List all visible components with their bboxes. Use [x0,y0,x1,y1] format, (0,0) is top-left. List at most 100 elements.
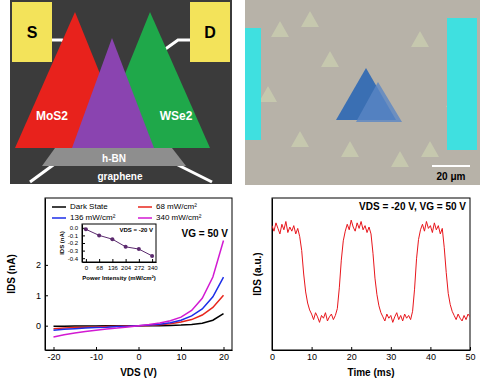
tick-label: -0.1 [68,233,79,239]
data-point [97,233,101,237]
tick-label: -0.2 [68,240,79,246]
hbn-layer [42,148,186,166]
tick-label: 10 [176,352,186,362]
axis-line [272,199,273,351]
chart: 01020304050Time (ms)IDS (a.u.)VDS = -20 … [252,198,476,378]
annotation: VDS = -20 V [119,227,153,233]
tick-label: -0.3 [68,248,79,254]
tick: 0 [36,321,48,331]
y-axis-label: IDS (a.u.) [252,252,263,295]
tick-label: 272 [134,265,145,271]
drain-label: D [204,24,216,41]
tick-label: -20 [47,352,60,362]
x-axis-label: Power Intensity (mW/cm²) [82,275,155,281]
hbn-label: h-BN [102,153,126,164]
tick-mark [312,347,313,350]
tick-mark [224,347,225,350]
tick-label: 10 [307,352,317,362]
schematic-background [10,0,232,184]
tick-label: 0 [36,321,41,331]
tick: 50 [465,347,475,362]
tick-mark [45,265,48,266]
tick: 204 [121,259,132,271]
tick: 0 [85,259,89,271]
legend-label: 68 mW/cm² [156,202,197,211]
flake [271,21,289,37]
tick-label: 0.0 [70,225,79,231]
y-axis [272,199,273,351]
axis-line [45,199,46,351]
legend-label: Dark State [70,202,108,211]
tick-mark [82,251,85,252]
axis-line [46,350,233,351]
x-axis-label: Time (ms) [347,367,394,378]
plot-frame [272,198,470,350]
graphene-label: graphene [97,171,142,182]
tick-mark [82,235,85,236]
tick-mark [96,347,97,350]
tick-label: 20 [347,352,357,362]
flake [341,141,359,157]
tick: -0.2 [68,240,85,246]
tick: 10 [307,347,317,362]
data-line [54,241,224,337]
tick-mark [152,259,153,262]
tick: 136 [108,259,119,271]
legend-swatch [138,206,152,208]
scale-bar-label: 20 μm [437,171,466,182]
y-axis: 0.0 -0.1-0.2 -0.3 -0.4 [68,225,85,263]
tick-label: 20 [219,352,229,362]
tick-mark [139,259,140,262]
annotation: VG = 50 V [182,228,229,239]
wse2-label: WSe2 [160,109,193,123]
scale-bar [432,165,470,167]
tick-mark [99,259,100,262]
axis-line [83,262,157,263]
flake [301,11,319,27]
mos2-label: MoS2 [36,109,68,123]
flake [291,131,309,147]
tick-label: -10 [90,352,103,362]
electrode [447,18,477,150]
tick-label: 0 [136,352,141,362]
tick: 20 [219,347,229,362]
flake [391,151,409,167]
data-line [54,314,224,327]
legend-label: 340 mW/cm² [156,213,202,222]
data-point [137,247,141,251]
tick: 340 [148,259,159,271]
flake [321,51,339,67]
tick-mark [470,347,471,350]
tick-mark [45,295,48,296]
legend: Dark State68 mW/cm²136 mW/cm²340 mW/cm² [52,202,202,222]
tick: -20 [47,347,60,362]
legend-swatch [52,206,66,208]
micrograph-background [245,0,480,185]
drain-electrode [190,2,230,62]
y-axis-label: IDS (nA) [59,231,65,255]
x-axis: -20 -10 0 10 20 [46,347,233,362]
tick: 30 [386,347,396,362]
flake [421,141,439,157]
data-point [124,245,128,249]
legend-swatch [138,217,152,219]
tick: -10 [90,347,103,362]
tick-mark [430,347,431,350]
plot-area [54,241,224,337]
data-point [150,254,154,258]
overlap-region [72,38,154,148]
x-axis: 0 68 136204272340 [83,259,159,271]
tick-mark [82,243,85,244]
plot-area [272,220,470,322]
tick-label: 40 [426,352,436,362]
tick: 68 [96,259,103,271]
tick-label: 204 [121,265,132,271]
tick: -0.1 [68,233,85,239]
flake [259,86,277,102]
tick: 2 [36,260,48,270]
tick-label: 2 [36,260,41,270]
tick-label: -0.4 [68,256,79,262]
tick-mark [126,259,127,262]
tick-mark [112,259,113,262]
micrograph: 20 μm [245,0,480,185]
